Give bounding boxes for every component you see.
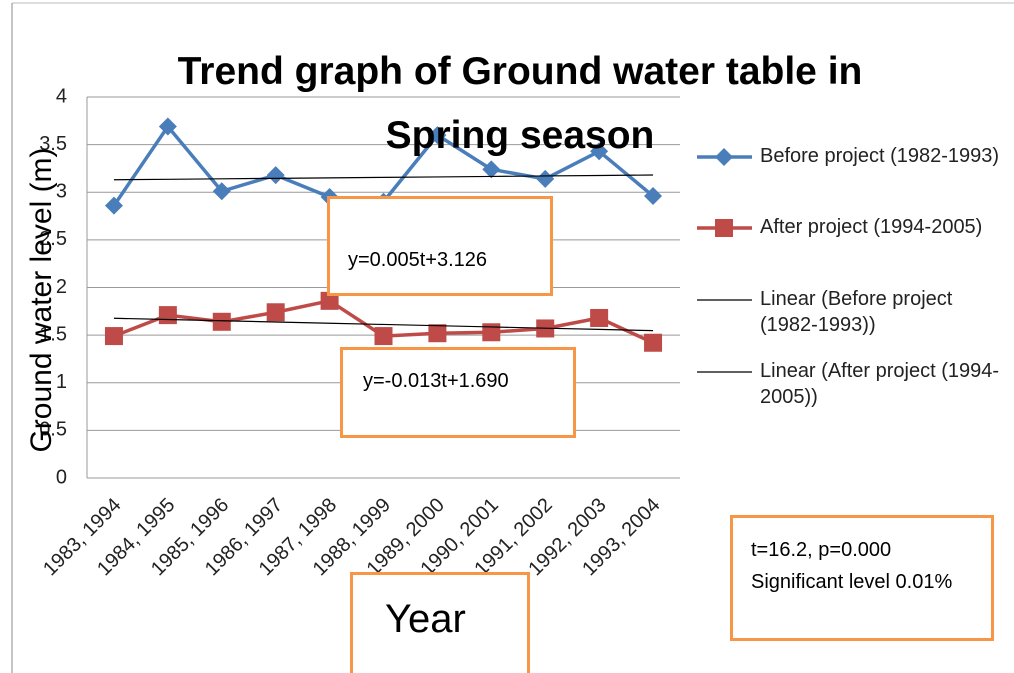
y-tick-label: 1.5 bbox=[39, 323, 67, 345]
marker bbox=[104, 196, 123, 215]
legend-marker bbox=[715, 219, 733, 237]
marker bbox=[158, 117, 177, 136]
marker bbox=[590, 142, 609, 161]
marker bbox=[482, 323, 501, 342]
y-tick-label: 2.5 bbox=[39, 228, 67, 250]
legend-marker bbox=[715, 148, 733, 166]
y-tick-label: 3 bbox=[56, 181, 67, 203]
y-axis-label: Ground water level (m) bbox=[25, 147, 58, 453]
marker bbox=[104, 327, 123, 346]
y-tick-label: 4 bbox=[56, 85, 67, 107]
chart-title: Trend graph of Ground water table in Spr… bbox=[177, 50, 863, 157]
legend-label: Linear (Before project (1982-1993)) bbox=[760, 288, 953, 336]
marker bbox=[212, 312, 231, 331]
y-tick-label: 3.5 bbox=[39, 133, 67, 155]
legend-label: After project (1994-2005) bbox=[760, 216, 983, 238]
marker bbox=[320, 291, 339, 310]
y-tick-label: 2 bbox=[56, 276, 67, 298]
marker bbox=[266, 303, 285, 322]
marker bbox=[482, 160, 501, 179]
legend-label: Before project (1982-1993) bbox=[760, 145, 1000, 167]
annotation-box: y=0.005t+3.126 bbox=[327, 196, 553, 296]
stats-box: t=16.2, p=0.000 Significant level 0.01% bbox=[730, 515, 994, 641]
marker bbox=[158, 306, 177, 325]
marker bbox=[644, 187, 663, 206]
marker bbox=[428, 126, 447, 145]
marker bbox=[644, 333, 663, 352]
marker bbox=[428, 324, 447, 343]
y-tick-label: 0 bbox=[56, 466, 67, 488]
marker bbox=[212, 182, 231, 201]
series-line bbox=[113, 317, 654, 332]
marker bbox=[374, 327, 393, 346]
marker bbox=[536, 169, 555, 188]
legend-label: Linear (After project (1994-2005)) bbox=[760, 360, 1000, 408]
y-tick-label: 1 bbox=[56, 371, 67, 393]
marker bbox=[266, 166, 285, 185]
marker bbox=[590, 308, 609, 327]
series-line bbox=[113, 174, 654, 181]
annotation-box: y=-0.013t+1.690 bbox=[340, 347, 576, 438]
x-axis-label: Year bbox=[350, 572, 530, 673]
y-tick-label: 0.5 bbox=[39, 419, 67, 441]
